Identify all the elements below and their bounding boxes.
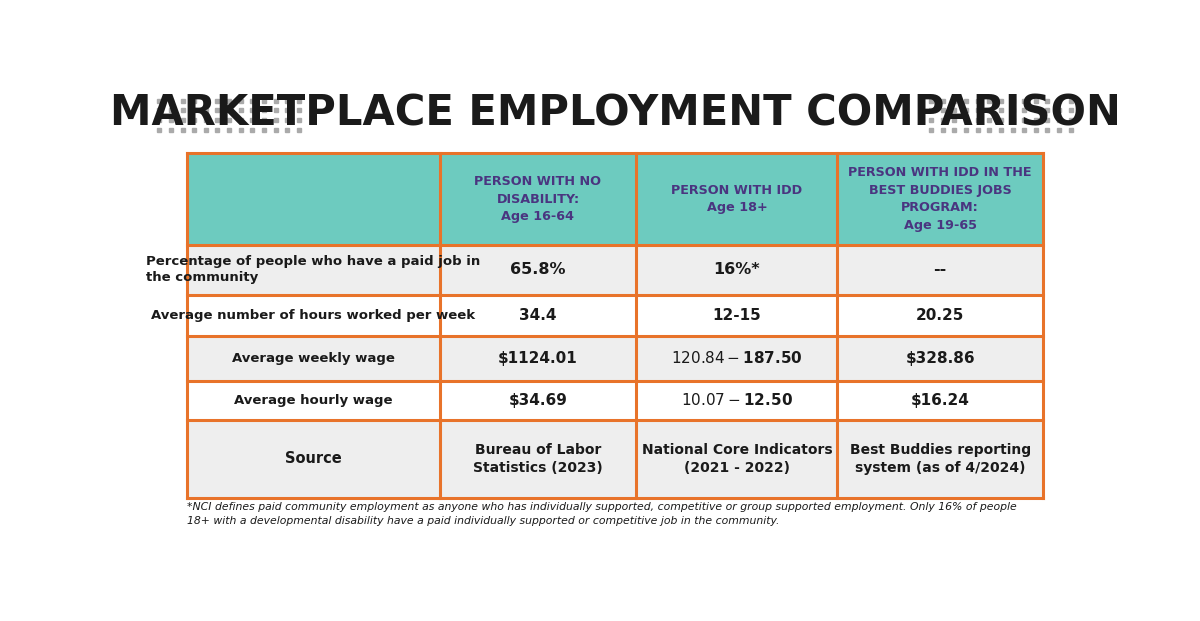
Bar: [187, 245, 1043, 294]
Bar: [187, 153, 1043, 245]
Text: --: --: [934, 262, 947, 277]
Text: PERSON WITH IDD IN THE
BEST BUDDIES JOBS
PROGRAM:
Age 19-65: PERSON WITH IDD IN THE BEST BUDDIES JOBS…: [848, 166, 1032, 232]
Text: Average hourly wage: Average hourly wage: [234, 394, 392, 407]
Text: PERSON WITH NO
DISABILITY:
Age 16-64: PERSON WITH NO DISABILITY: Age 16-64: [474, 175, 601, 223]
Text: $1124.01: $1124.01: [498, 351, 578, 366]
Text: PERSON WITH IDD
Age 18+: PERSON WITH IDD Age 18+: [671, 184, 803, 214]
Text: 12-15: 12-15: [713, 308, 761, 323]
Text: Bureau of Labor
Statistics (2023): Bureau of Labor Statistics (2023): [473, 443, 602, 474]
Text: 16%*: 16%*: [714, 262, 761, 277]
Text: *NCI defines paid community employment as anyone who has individually supported,: *NCI defines paid community employment a…: [187, 502, 1016, 526]
Text: $16.24: $16.24: [911, 393, 970, 408]
Text: 34.4: 34.4: [520, 308, 557, 323]
Text: Average weekly wage: Average weekly wage: [232, 351, 395, 365]
Text: 20.25: 20.25: [916, 308, 965, 323]
Text: Average number of hours worked per week: Average number of hours worked per week: [151, 309, 475, 322]
Text: Source: Source: [286, 451, 342, 466]
Text: 65.8%: 65.8%: [510, 262, 565, 277]
Bar: [187, 336, 1043, 381]
Bar: [187, 294, 1043, 336]
Text: Percentage of people who have a paid job in
the community: Percentage of people who have a paid job…: [146, 255, 480, 284]
Text: $120.84-$187.50: $120.84-$187.50: [671, 350, 803, 366]
Text: $10.07-$12.50: $10.07-$12.50: [680, 392, 793, 409]
Bar: [187, 420, 1043, 497]
Text: Best Buddies reporting
system (as of 4/2024): Best Buddies reporting system (as of 4/2…: [850, 443, 1031, 474]
Text: $328.86: $328.86: [905, 351, 974, 366]
Text: MARKETPLACE EMPLOYMENT COMPARISON: MARKETPLACE EMPLOYMENT COMPARISON: [109, 93, 1121, 135]
Text: $34.69: $34.69: [509, 393, 568, 408]
Bar: [187, 381, 1043, 420]
Text: National Core Indicators
(2021 - 2022): National Core Indicators (2021 - 2022): [642, 443, 833, 474]
